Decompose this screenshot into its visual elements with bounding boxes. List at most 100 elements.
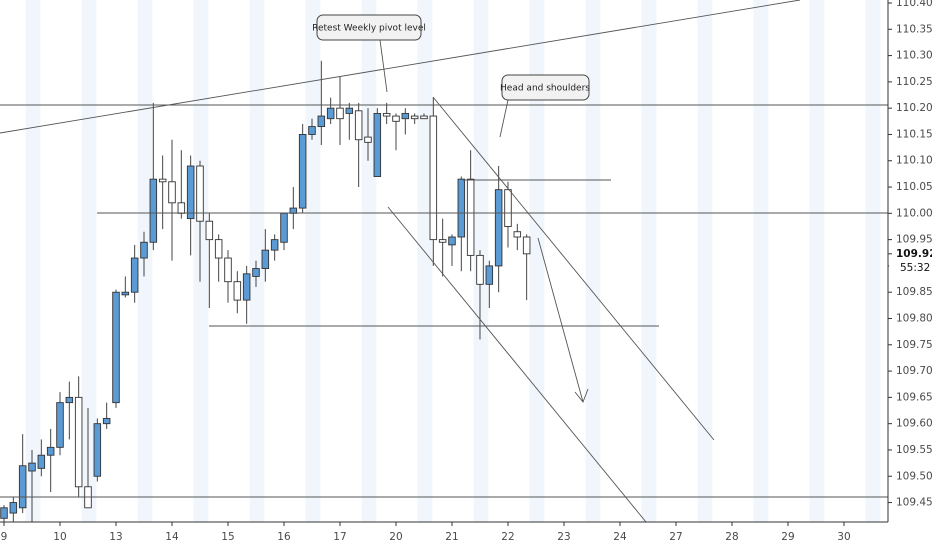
candle-body	[410, 115, 419, 120]
candle-body	[270, 239, 279, 251]
session-band	[585, 0, 601, 522]
candle-body	[74, 396, 83, 488]
candle-body	[0, 507, 8, 519]
candle-body	[233, 281, 242, 301]
x-tick-label: 14	[165, 531, 179, 543]
candle-body	[280, 212, 288, 243]
x-tick-label: 29	[781, 531, 794, 543]
x-tick-label: 22	[501, 531, 514, 543]
candle-body	[252, 268, 260, 277]
candle-body	[345, 107, 354, 114]
candle-body	[354, 110, 363, 141]
candle-body	[289, 207, 298, 214]
x-tick-label: 10	[53, 531, 66, 543]
candle-body	[130, 257, 139, 293]
y-tick-label: 110.300	[896, 50, 932, 62]
session-band	[25, 0, 41, 522]
callout-pointer	[379, 39, 388, 93]
candle-body	[364, 136, 372, 143]
candle-body	[392, 115, 400, 122]
candle-body	[186, 165, 195, 220]
x-tick-label: 9	[1, 531, 8, 543]
session-band	[361, 0, 377, 522]
candle-body	[494, 189, 503, 267]
candle-body	[504, 189, 512, 227]
x-tick-label: 13	[109, 531, 122, 543]
callout-box	[501, 74, 590, 101]
session-band	[641, 0, 657, 522]
annotation: Retest Weekly pivot level	[312, 24, 426, 34]
candle-body	[522, 236, 531, 255]
y-tick-label: 109.750	[896, 339, 932, 351]
y-tick-label: 109.950	[896, 234, 932, 246]
y-tick-label: 110.050	[896, 181, 932, 193]
trend-line	[0, 0, 801, 134]
session-band	[697, 0, 713, 522]
candle-body	[37, 454, 46, 469]
x-tick-label: 20	[389, 531, 402, 543]
y-tick-label: 109.450	[896, 497, 932, 509]
y-tick-label: 109.700	[896, 365, 932, 377]
session-bands	[25, 0, 881, 522]
candle-body	[308, 126, 316, 135]
y-tick-label: 110.000	[896, 207, 932, 219]
candle-body	[214, 239, 223, 259]
channel-line	[432, 96, 715, 441]
callout-box	[316, 14, 422, 41]
y-tick-label: 109.550	[896, 444, 932, 456]
candle-body	[448, 236, 456, 246]
candle-body	[149, 178, 158, 243]
candle-body	[28, 462, 36, 472]
x-tick-label: 16	[277, 531, 291, 543]
x-tick-label: 30	[837, 531, 850, 543]
x-tick-label: 24	[613, 531, 627, 543]
session-band	[305, 0, 321, 522]
candle-body	[457, 178, 466, 238]
candle-body	[317, 115, 326, 128]
session-band	[137, 0, 153, 522]
candle-body	[140, 241, 148, 259]
candle-body	[336, 107, 344, 120]
candle-body	[205, 220, 214, 241]
y-tick-label: 109.600	[896, 418, 932, 430]
candle-body	[242, 273, 251, 301]
last-price-label: 109.923	[896, 248, 932, 260]
candles	[0, 60, 531, 522]
candle-body	[168, 181, 176, 204]
y-tick-label: 109.800	[896, 313, 932, 325]
candle-body	[438, 239, 447, 243]
y-tick-label: 110.250	[896, 76, 932, 88]
candle-body	[261, 249, 270, 269]
arrow	[537, 237, 589, 403]
candle-body	[18, 465, 27, 509]
callout-pointer	[499, 99, 509, 138]
candle-body	[326, 107, 335, 120]
y-tick-label: 110.200	[896, 102, 932, 114]
candle-body	[196, 165, 204, 222]
candle-body	[429, 115, 438, 241]
countdown-label: 55:32	[900, 262, 930, 274]
x-tick-label: 15	[221, 531, 234, 543]
candle-body	[56, 402, 64, 448]
x-tick-label: 21	[445, 531, 458, 543]
x-tick-label: 27	[669, 531, 682, 543]
candle-body	[177, 202, 186, 214]
candle-body	[224, 257, 232, 283]
session-band	[753, 0, 769, 522]
candle-body	[401, 112, 410, 120]
candle-body	[102, 417, 111, 425]
y-tick-label: 109.850	[896, 286, 932, 298]
candle-body	[158, 178, 167, 183]
session-band	[193, 0, 209, 522]
annotation: Head and shoulders	[500, 84, 590, 94]
candle-body	[121, 291, 130, 296]
x-tick-label: 28	[725, 531, 738, 543]
x-tick-label: 17	[333, 531, 346, 543]
candle-body	[112, 291, 120, 404]
candle-body	[298, 134, 307, 209]
y-tick-label: 109.500	[896, 470, 932, 482]
session-band	[865, 0, 881, 522]
session-band	[529, 0, 545, 522]
